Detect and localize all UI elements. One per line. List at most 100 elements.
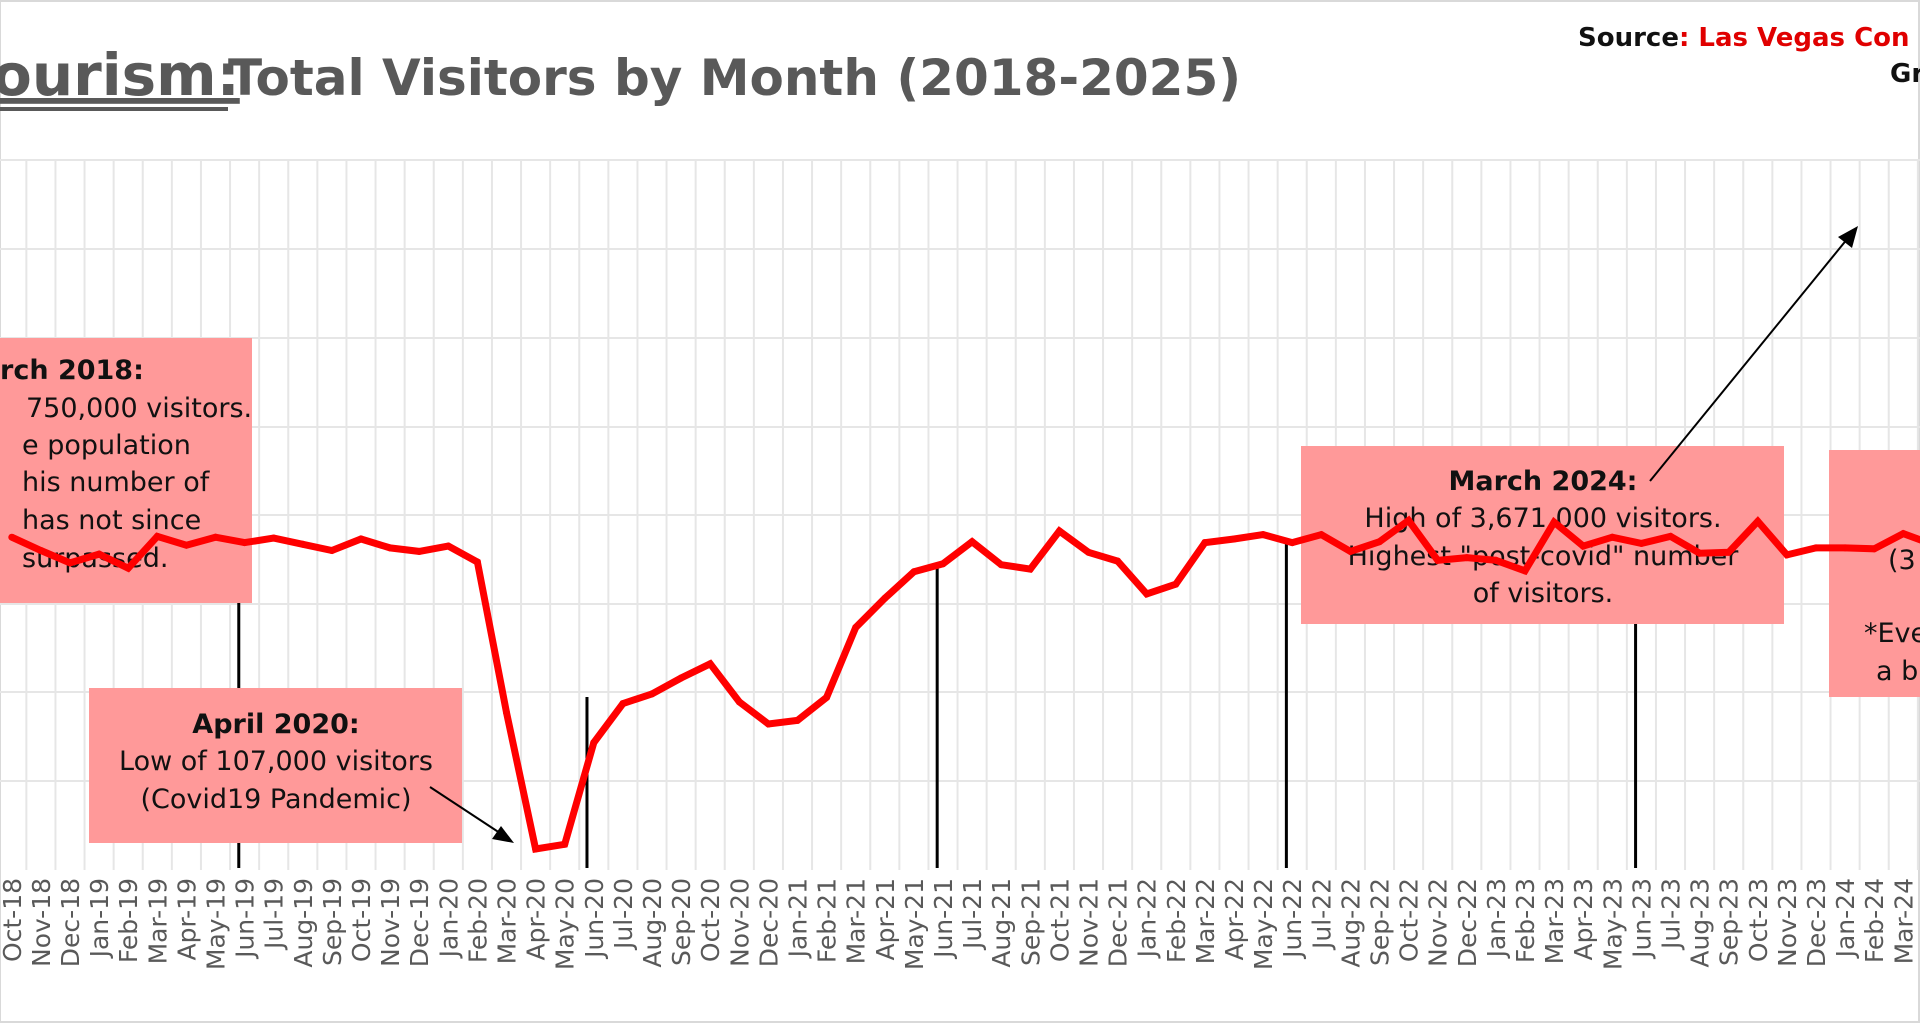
data-point <box>1026 565 1034 573</box>
data-point <box>1870 545 1878 553</box>
data-point <box>37 547 45 554</box>
x-tick-label: Feb-23 <box>1511 878 1540 963</box>
x-tick-label: Apr-19 <box>172 878 201 960</box>
x-tick-label: Jul-20 <box>609 878 638 951</box>
x-tick-label: Jul-19 <box>260 878 289 951</box>
data-point <box>1579 542 1587 550</box>
x-tick-label: Jul-21 <box>958 878 987 951</box>
annotation-march-2024: March 2024: High of 3,671,000 visitors. … <box>1301 446 1784 624</box>
x-tick-label: Jun-22 <box>1278 878 1307 960</box>
annotation-line: 750,000 visitors. <box>26 393 252 424</box>
data-point <box>1288 539 1296 547</box>
annotation-line: *Eve <box>1864 618 1920 649</box>
x-tick-label: Apr-22 <box>1220 878 1249 960</box>
x-tick-label: Jan-20 <box>434 878 463 959</box>
source-label: Source <box>1578 23 1679 53</box>
title-main: ourism: <box>0 41 240 109</box>
data-point <box>1841 544 1849 552</box>
x-tick-label: Jan-23 <box>1482 878 1511 959</box>
data-point <box>1667 532 1674 540</box>
source-line: Source: Las Vegas Con <box>1578 23 1910 53</box>
data-point <box>823 693 831 701</box>
data-point <box>1434 556 1442 564</box>
x-tick-label: Sep-21 <box>1016 878 1045 966</box>
x-tick-label: Sep-20 <box>667 878 696 966</box>
data-point <box>503 709 510 716</box>
x-tick-label: Apr-21 <box>871 878 900 960</box>
data-point <box>794 716 801 724</box>
annotation-line: has not since <box>22 505 201 536</box>
x-tick-label: Feb-21 <box>813 878 842 963</box>
arrow-march-2024 <box>1649 237 1849 482</box>
x-tick-label: Aug-20 <box>638 878 667 968</box>
x-tick-label: Jun-21 <box>929 878 958 960</box>
x-tick-label: Feb-19 <box>114 878 143 963</box>
data-point <box>677 674 685 682</box>
x-tick-label: Apr-20 <box>522 878 551 960</box>
data-point <box>910 568 918 576</box>
x-tick-label: Oct-18 <box>0 878 27 962</box>
data-point <box>648 690 656 698</box>
data-point <box>532 845 540 853</box>
title-sub: Total Visitors by Month (2018-2025) <box>228 49 1241 107</box>
annotation-line: e population <box>22 430 191 461</box>
data-point <box>735 698 743 706</box>
x-tick-label: Apr-24 <box>1918 878 1920 960</box>
x-tick-label: Jan-22 <box>1133 878 1162 959</box>
arrow-april-2020 <box>429 786 507 838</box>
x-tick-label: Mar-22 <box>1191 878 1220 964</box>
x-tick-label: Dec-19 <box>405 878 434 967</box>
data-point <box>182 541 190 549</box>
x-tick-label: Jun-19 <box>231 878 260 960</box>
x-tick-label: May-20 <box>551 878 580 970</box>
arrow-head-april-2020 <box>492 826 514 843</box>
x-tick-label: May-23 <box>1598 878 1627 970</box>
x-tick-label: Mar-23 <box>1540 878 1569 964</box>
x-tick-label: May-22 <box>1249 878 1278 970</box>
x-tick-label: Oct-21 <box>1045 878 1074 962</box>
x-tick-label: Dec-18 <box>56 878 85 967</box>
x-tick-label: Nov-20 <box>725 878 754 967</box>
data-point <box>1259 531 1267 539</box>
annotation-line: a b <box>1876 656 1918 687</box>
x-tick-label: Nov-23 <box>1773 878 1802 967</box>
data-point <box>8 533 16 541</box>
annotation-right-cutoff: (3 *Eve a b <box>1829 450 1920 697</box>
x-tick-label: Mar-24 <box>1889 878 1918 964</box>
data-point <box>561 840 569 848</box>
x-tick-label: Mar-19 <box>143 878 172 964</box>
data-point <box>1521 567 1529 575</box>
annotation-box <box>0 338 252 603</box>
data-point <box>95 550 103 558</box>
x-tick-label: Nov-22 <box>1424 878 1453 967</box>
data-point <box>881 594 889 602</box>
data-point <box>124 564 132 572</box>
data-point <box>1346 547 1354 555</box>
x-tick-label: Dec-22 <box>1453 878 1482 967</box>
data-point <box>444 542 452 550</box>
data-point <box>153 532 161 540</box>
data-point <box>1114 557 1122 565</box>
data-point <box>241 539 249 547</box>
annotation-title: rch 2018: <box>0 355 144 386</box>
x-tick-label: Jun-20 <box>580 878 609 960</box>
data-point <box>764 720 772 728</box>
data-point <box>590 739 598 747</box>
data-point <box>1492 556 1500 564</box>
data-point <box>357 535 365 543</box>
x-tick-label: Dec-21 <box>1104 878 1133 967</box>
annotation-box <box>89 688 462 843</box>
data-point <box>1754 517 1762 525</box>
x-tick-label: Apr-23 <box>1569 878 1598 960</box>
x-tick-label: Oct-22 <box>1395 878 1424 962</box>
data-point <box>1172 580 1180 588</box>
x-tick-label: Jan-24 <box>1831 878 1860 959</box>
data-point <box>1143 590 1151 598</box>
data-point <box>1055 527 1063 535</box>
source-line-2: Gr <box>1890 59 1920 89</box>
x-tick-label: Oct-19 <box>347 878 376 962</box>
x-axis-tick-labels: Oct-18 Nov-18 Dec-18 Jan-19 Feb-19 Mar-19 Apr-… <box>0 878 1920 970</box>
x-tick-label: Mar-20 <box>493 878 522 964</box>
annotation-line: (3 <box>1888 545 1916 576</box>
data-point <box>1783 551 1791 559</box>
